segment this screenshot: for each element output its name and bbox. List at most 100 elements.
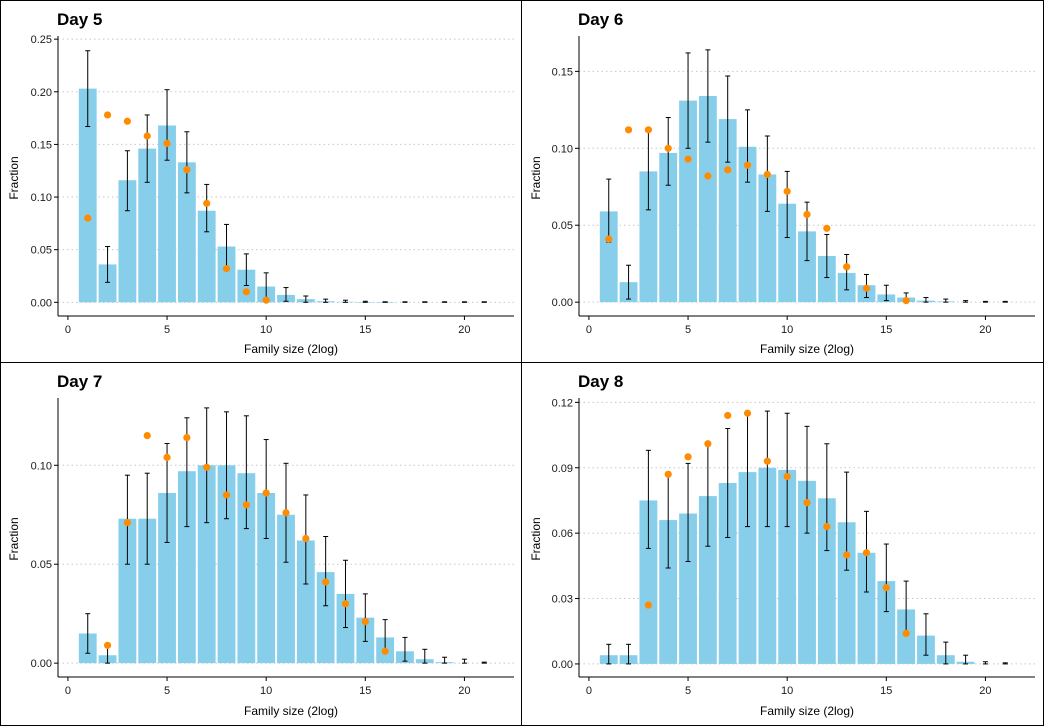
y-tick-label: 0.05 (552, 220, 573, 232)
y-axis-title: Fraction (7, 156, 21, 199)
bar (177, 471, 196, 664)
data-point (862, 549, 871, 557)
y-tick-label: 0.10 (31, 460, 52, 472)
y-tick-label: 0.12 (552, 397, 573, 409)
bar (138, 148, 157, 303)
y-axis-title: Fraction (529, 156, 543, 199)
x-tick-label: 0 (65, 685, 71, 697)
data-point (823, 523, 831, 531)
data-point (302, 534, 310, 543)
bar (798, 480, 816, 664)
data-point (222, 491, 231, 499)
data-point (123, 519, 131, 527)
data-point (684, 453, 692, 461)
y-tick-label: 0.20 (31, 87, 52, 99)
x-tick-label: 20 (458, 685, 470, 697)
data-point (84, 214, 92, 222)
bar (758, 467, 777, 664)
data-point (203, 463, 211, 471)
bar (837, 522, 856, 664)
bar (296, 540, 315, 664)
bar (177, 162, 196, 303)
data-point (823, 224, 831, 232)
bar (877, 581, 896, 664)
bar (98, 264, 117, 303)
bar (237, 269, 256, 303)
bar (698, 496, 717, 664)
data-point (644, 601, 652, 609)
x-tick-label: 5 (685, 685, 691, 697)
chart-panel-day5: Day 5 Family size (2log) Fraction 0.00 0.… (0, 0, 522, 363)
y-tick-label: 0.00 (552, 659, 573, 671)
bar (718, 483, 737, 664)
bar (659, 520, 678, 664)
bar (758, 174, 777, 303)
x-tick-label: 20 (979, 324, 991, 336)
bar (778, 203, 797, 303)
data-point (163, 453, 171, 461)
chart-svg-day8: Day 8 Family size (2log) Fraction 0.000.… (529, 372, 1035, 718)
data-point (322, 578, 330, 586)
data-point (704, 440, 712, 448)
bar (257, 492, 276, 664)
bar (118, 518, 137, 664)
x-tick-label: 10 (260, 324, 272, 336)
bar (639, 500, 658, 664)
bar (857, 552, 876, 664)
y-tick-label: 0.09 (552, 463, 573, 475)
y-tick-label: 0.00 (31, 297, 52, 309)
data-point (242, 288, 250, 296)
y-tick-label: 0.03 (552, 594, 573, 606)
y-tick-label: 0.25 (31, 34, 52, 46)
x-axis-title: Family size (2log) (760, 704, 854, 718)
bar (738, 146, 757, 303)
data-point (763, 457, 771, 465)
data-point (644, 126, 652, 134)
x-tick-label: 15 (880, 685, 892, 697)
bar (158, 125, 176, 303)
x-axis-title: Family size (2log) (244, 342, 338, 356)
bar (316, 572, 335, 664)
x-tick-label: 5 (164, 324, 170, 336)
x-tick-label: 0 (65, 324, 71, 336)
bar (738, 472, 757, 664)
data-point (242, 501, 250, 509)
bar (78, 88, 97, 303)
chart-panel-day7: Day 7 Family size (2log) Fraction 0.00 0.… (0, 362, 522, 726)
bar (277, 514, 295, 664)
chart-title: Day 7 (57, 372, 102, 391)
data-point (684, 155, 692, 163)
plot-area: 0.00 0.05 0.10 0 5 10 15 20 (31, 398, 514, 697)
data-point (103, 111, 112, 119)
data-point (763, 170, 771, 179)
bar (798, 231, 816, 303)
data-point (381, 647, 389, 655)
bar (718, 119, 737, 303)
data-point (123, 117, 131, 125)
y-tick-label: 0.00 (31, 658, 52, 670)
x-axis-title: Family size (2log) (244, 704, 338, 718)
x-tick-label: 5 (164, 685, 170, 697)
y-tick-label: 0.05 (31, 245, 52, 257)
x-tick-label: 20 (458, 324, 470, 336)
bar (599, 211, 618, 303)
bar (138, 518, 157, 664)
x-tick-label: 0 (586, 324, 592, 336)
bar (158, 492, 176, 664)
plot-area: 0.00 0.05 0.10 0.15 0 5 10 15 20 (552, 36, 1035, 336)
data-point (902, 297, 910, 305)
data-point (724, 411, 732, 420)
data-point (143, 132, 151, 140)
chart-panel-day8: Day 8 Family size (2log) Fraction 0.00 0.… (521, 362, 1044, 726)
bar (817, 498, 836, 664)
data-point (783, 472, 791, 481)
y-tick-label: 0.05 (31, 559, 52, 571)
data-point (743, 409, 752, 417)
data-point (341, 600, 350, 608)
data-point (183, 433, 191, 442)
data-point (803, 210, 811, 219)
bar (679, 100, 697, 303)
x-tick-label: 15 (880, 324, 892, 336)
data-point (282, 509, 290, 517)
bar (197, 210, 216, 303)
